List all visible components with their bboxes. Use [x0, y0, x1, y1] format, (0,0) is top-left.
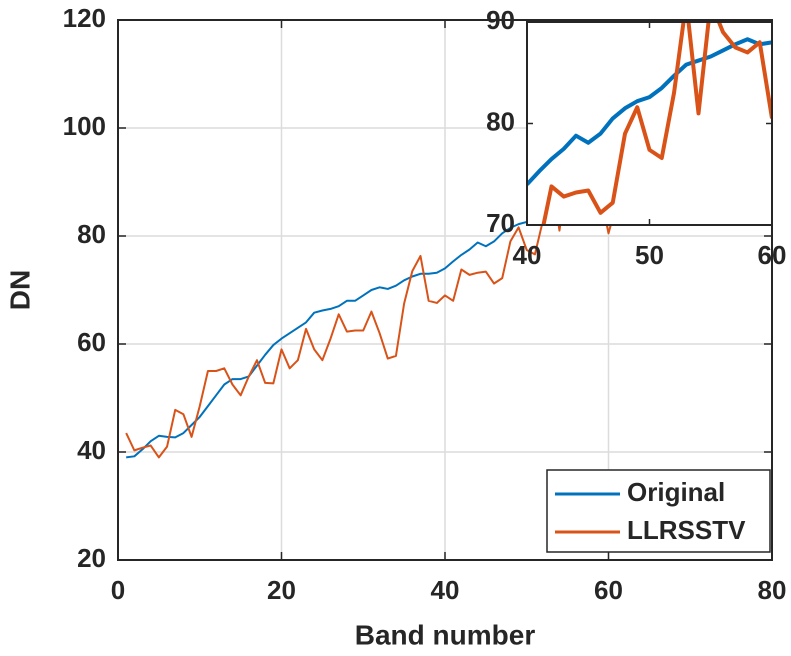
x-tick-label: 20	[267, 575, 296, 605]
x-tick-label: 40	[513, 240, 542, 270]
y-tick-label: 40	[77, 435, 106, 465]
x-tick-label: 40	[431, 575, 460, 605]
legend: Original LLRSSTV	[546, 469, 771, 553]
legend-label: Original	[627, 477, 725, 507]
x-tick-label: 50	[635, 240, 664, 270]
y-tick-label: 60	[77, 327, 106, 357]
series-line	[541, 22, 772, 225]
series-line	[527, 37, 772, 186]
x-tick-label: 60	[594, 575, 623, 605]
x-axis-label: Band number	[355, 619, 536, 650]
y-tick-label: 70	[486, 208, 515, 238]
axes-box	[117, 19, 773, 561]
legend-label: LLRSSTV	[627, 515, 746, 545]
y-tick-label: 20	[77, 543, 106, 573]
y-tick-label: 80	[486, 106, 515, 136]
y-tick-label: 90	[486, 5, 515, 35]
y-axis-label: DN	[4, 270, 35, 310]
y-tick-label: 100	[63, 111, 106, 141]
y-tick-label: 80	[77, 219, 106, 249]
y-tick-label: 120	[63, 3, 106, 33]
x-tick-label: 0	[111, 575, 125, 605]
axes-box	[526, 21, 773, 226]
x-tick-label: 80	[758, 575, 787, 605]
legend-box	[546, 469, 771, 553]
plot-area	[527, 22, 772, 225]
series-group	[527, 22, 772, 225]
x-tick-label: 60	[758, 240, 787, 270]
